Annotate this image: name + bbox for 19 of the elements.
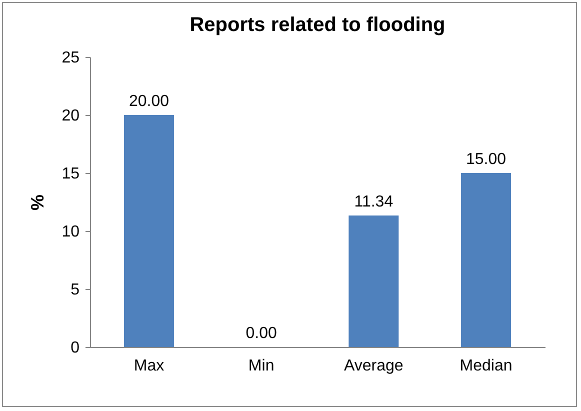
y-tick-label: 25 <box>62 50 80 66</box>
chart-title: Reports related to flooding <box>190 14 446 36</box>
bar <box>124 115 174 347</box>
data-label: 15.00 <box>466 151 506 168</box>
y-tick-label: 5 <box>70 282 80 298</box>
data-label: 11.34 <box>354 193 394 210</box>
y-tick-label: 10 <box>62 224 80 240</box>
x-tick-label: Median <box>460 358 512 374</box>
x-tick-label: Max <box>134 358 164 374</box>
x-tick-label: Average <box>344 358 404 374</box>
x-tick-label: Min <box>248 358 274 374</box>
y-tick-label: 15 <box>62 166 80 182</box>
y-tick-label: 20 <box>62 108 80 124</box>
y-tick-label: 0 <box>70 340 80 356</box>
y-axis-title: % <box>28 194 48 211</box>
data-label: 20.00 <box>128 93 170 110</box>
data-label: 0.00 <box>246 325 277 342</box>
bar <box>461 173 512 347</box>
bar <box>348 215 399 347</box>
